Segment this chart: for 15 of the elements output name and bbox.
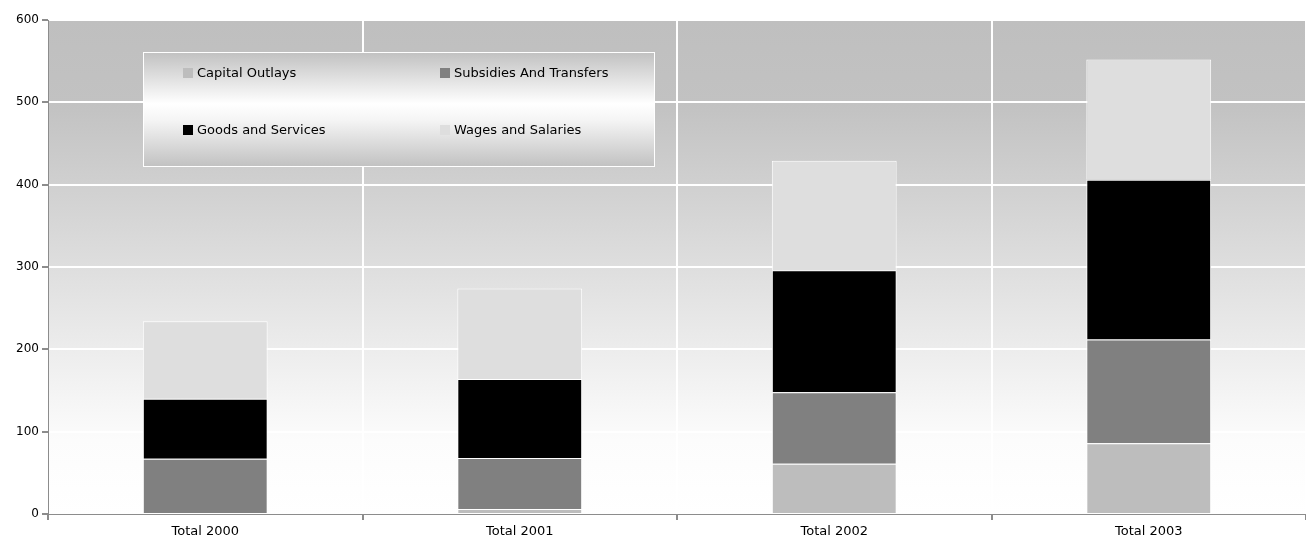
y-tick-label: 100 bbox=[16, 423, 39, 438]
x-tick-label: Total 2001 bbox=[484, 523, 554, 539]
legend-label: Capital Outlays bbox=[197, 65, 297, 80]
y-tick-label: 200 bbox=[16, 341, 39, 356]
y-tick-label: 0 bbox=[31, 506, 39, 521]
legend-label: Goods and Services bbox=[197, 122, 326, 137]
y-tick-label: 500 bbox=[16, 94, 39, 109]
y-tick-label: 600 bbox=[16, 12, 39, 27]
y-tick-label: 300 bbox=[16, 259, 39, 274]
y-tick-label: 400 bbox=[16, 176, 39, 191]
legend-label: Subsidies And Transfers bbox=[454, 65, 609, 80]
legend-label: Wages and Salaries bbox=[454, 122, 582, 137]
x-tick-label: Total 2002 bbox=[799, 523, 869, 539]
x-tick-label: Total 2003 bbox=[1113, 523, 1183, 539]
x-tick-label: Total 2000 bbox=[170, 523, 240, 539]
